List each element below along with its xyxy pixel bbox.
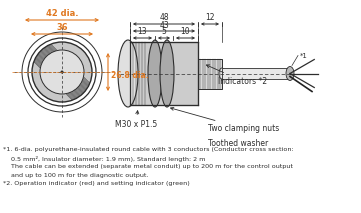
Circle shape (32, 42, 92, 102)
Text: 5: 5 (162, 27, 166, 36)
Text: 26.8 dia.: 26.8 dia. (111, 72, 149, 81)
Text: 48: 48 (159, 13, 169, 23)
Text: The cable can be extended (separate metal conduit) up to 200 m for the control o: The cable can be extended (separate meta… (3, 164, 293, 169)
Text: Indicators *2: Indicators *2 (206, 65, 267, 85)
Bar (130, 42, 198, 105)
Ellipse shape (118, 40, 138, 107)
Text: 0.5 mm², Insulator diameter: 1.9 mm), Standard length: 2 m: 0.5 mm², Insulator diameter: 1.9 mm), St… (3, 155, 205, 161)
Text: and up to 100 m for the diagnostic output.: and up to 100 m for the diagnostic outpu… (3, 173, 148, 177)
Circle shape (61, 71, 64, 73)
Ellipse shape (219, 68, 225, 79)
Text: *1: *1 (300, 52, 308, 59)
Text: 13: 13 (138, 27, 147, 36)
Ellipse shape (148, 40, 162, 107)
Text: *2. Operation indicator (red) and setting indicator (green): *2. Operation indicator (red) and settin… (3, 181, 190, 186)
Text: 10: 10 (181, 27, 190, 36)
Ellipse shape (286, 66, 294, 81)
Text: 43: 43 (159, 20, 169, 29)
Text: 42 dia.: 42 dia. (46, 9, 78, 18)
Text: 12: 12 (205, 13, 215, 23)
Text: *1. 6-dia. polyurethane-insulated round cable with 3 conductors (Conductor cross: *1. 6-dia. polyurethane-insulated round … (3, 147, 293, 152)
Text: M30 x P1.5: M30 x P1.5 (115, 111, 157, 129)
Bar (198, 59, 222, 88)
Circle shape (40, 50, 84, 94)
Bar (222, 68, 290, 79)
Circle shape (40, 50, 84, 94)
Text: Two clamping nuts: Two clamping nuts (170, 107, 279, 133)
Text: 36: 36 (56, 23, 68, 32)
Text: Toothed washer: Toothed washer (208, 139, 268, 148)
Ellipse shape (160, 40, 174, 107)
